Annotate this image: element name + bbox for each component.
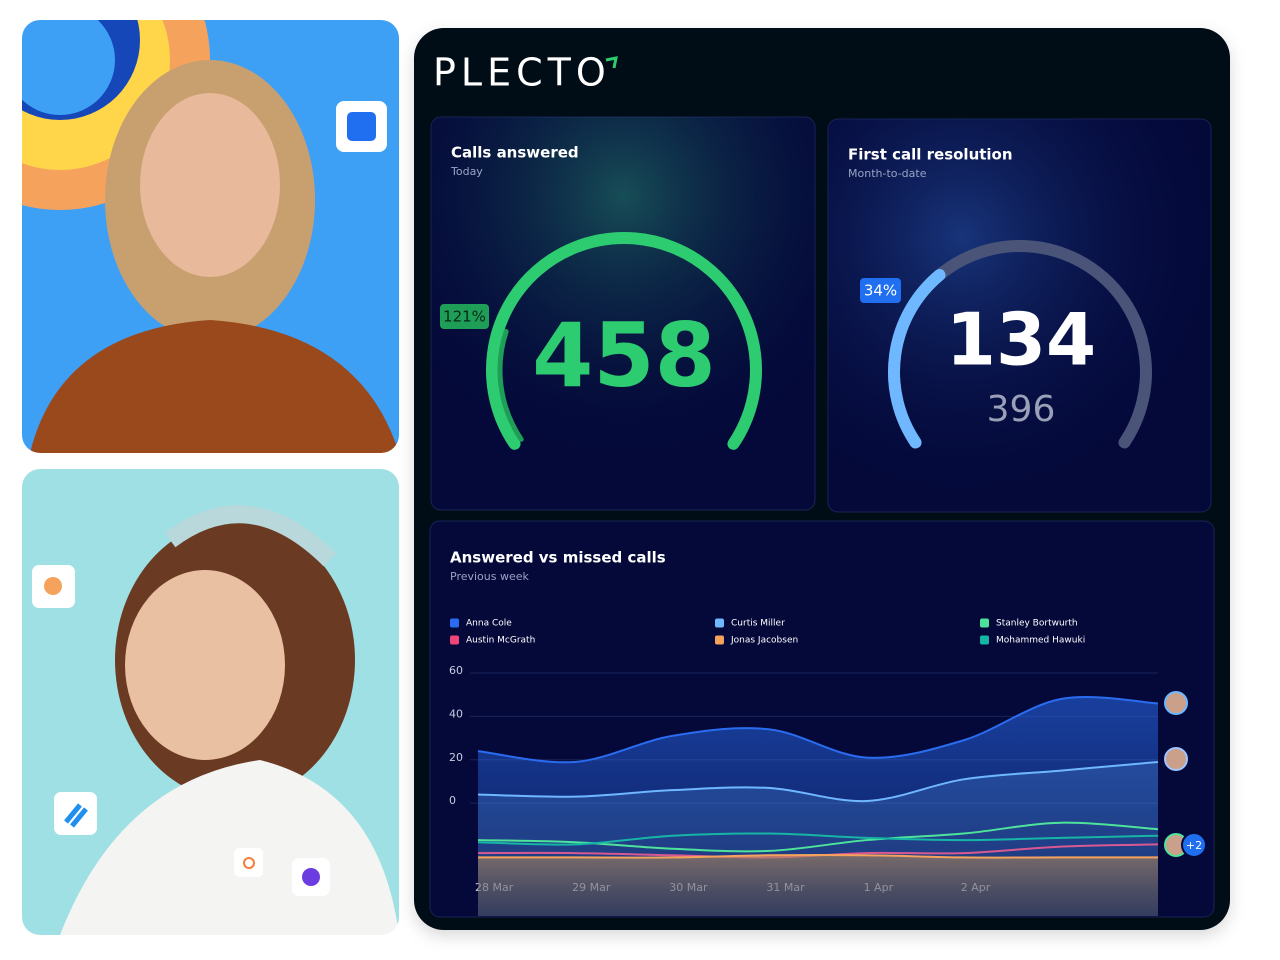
widget-subtitle: Month-to-date xyxy=(848,167,927,180)
y-tick-label: 20 xyxy=(449,751,463,764)
chart-subtitle: Previous week xyxy=(450,570,530,583)
app-icon-glyph xyxy=(347,112,376,141)
widget-value: 458 xyxy=(532,304,716,407)
chart-card: Answered vs missed calls Previous week 0… xyxy=(429,520,1215,918)
y-tick-label: 40 xyxy=(449,707,463,720)
percent-label: 121% xyxy=(443,308,486,326)
clothing xyxy=(30,320,399,453)
app-icon-glyph xyxy=(64,803,88,828)
avatar xyxy=(1164,747,1188,771)
app-icon xyxy=(234,848,263,877)
series-line xyxy=(477,821,1158,853)
app-icon-glyph xyxy=(243,857,255,869)
plot-area xyxy=(477,696,1158,916)
avatar xyxy=(1164,691,1188,715)
app-icon-glyph xyxy=(302,868,320,886)
legend-swatch xyxy=(980,618,989,628)
widget-title: First call resolution xyxy=(848,146,1013,164)
brand-logo: PLECTO xyxy=(433,51,611,95)
chart-title: Answered vs missed calls xyxy=(450,549,666,567)
gauge-arc xyxy=(486,232,762,450)
legend-label: Curtis Miller xyxy=(731,619,785,629)
widget-card: Calls answered Today 458 121% xyxy=(430,116,816,511)
headphones xyxy=(164,505,337,567)
logo-accent xyxy=(605,56,618,69)
percent-badge xyxy=(440,304,489,329)
decor xyxy=(22,20,115,115)
widget-subtitle: Today xyxy=(450,165,483,178)
legend-label: Austin McGrath xyxy=(466,636,535,646)
legend-label: Jonas Jacobsen xyxy=(730,636,798,646)
widget-title: Calls answered xyxy=(451,144,579,162)
legend-swatch xyxy=(715,635,724,645)
legend-swatch xyxy=(715,618,724,628)
series-line xyxy=(477,760,1158,803)
y-tick-label: 60 xyxy=(449,664,463,677)
app-icon-glyph xyxy=(44,577,62,595)
legend-label: Stanley Bortwurth xyxy=(996,619,1078,629)
percent-label: 34% xyxy=(864,282,897,300)
gauge-overflow xyxy=(497,329,524,442)
widget-target: 396 xyxy=(987,389,1056,430)
card-glow xyxy=(828,119,1211,512)
legend-label: Anna Cole xyxy=(466,619,512,629)
series-line xyxy=(477,696,1158,764)
face xyxy=(125,570,285,760)
legend-label: Mohammed Hawuki xyxy=(996,636,1085,646)
legend-swatch xyxy=(980,635,989,645)
series-line xyxy=(477,832,1158,846)
face xyxy=(140,93,280,277)
y-tick-label: 0 xyxy=(449,794,456,807)
photo-card xyxy=(22,469,399,935)
series-area xyxy=(478,854,1158,916)
gauge-arc xyxy=(888,269,946,449)
legend-swatch xyxy=(450,635,459,645)
widget-card: First call resolution Month-to-date 134 … xyxy=(827,118,1212,513)
avatar-more-label: +2 xyxy=(1186,839,1202,852)
card-glow xyxy=(431,117,815,510)
percent-badge xyxy=(860,278,901,303)
series-line xyxy=(477,853,1158,859)
legend-swatch xyxy=(450,618,459,628)
widget-value: 134 xyxy=(946,298,1096,382)
avatar-more xyxy=(1181,832,1207,858)
photo-card xyxy=(22,20,399,453)
